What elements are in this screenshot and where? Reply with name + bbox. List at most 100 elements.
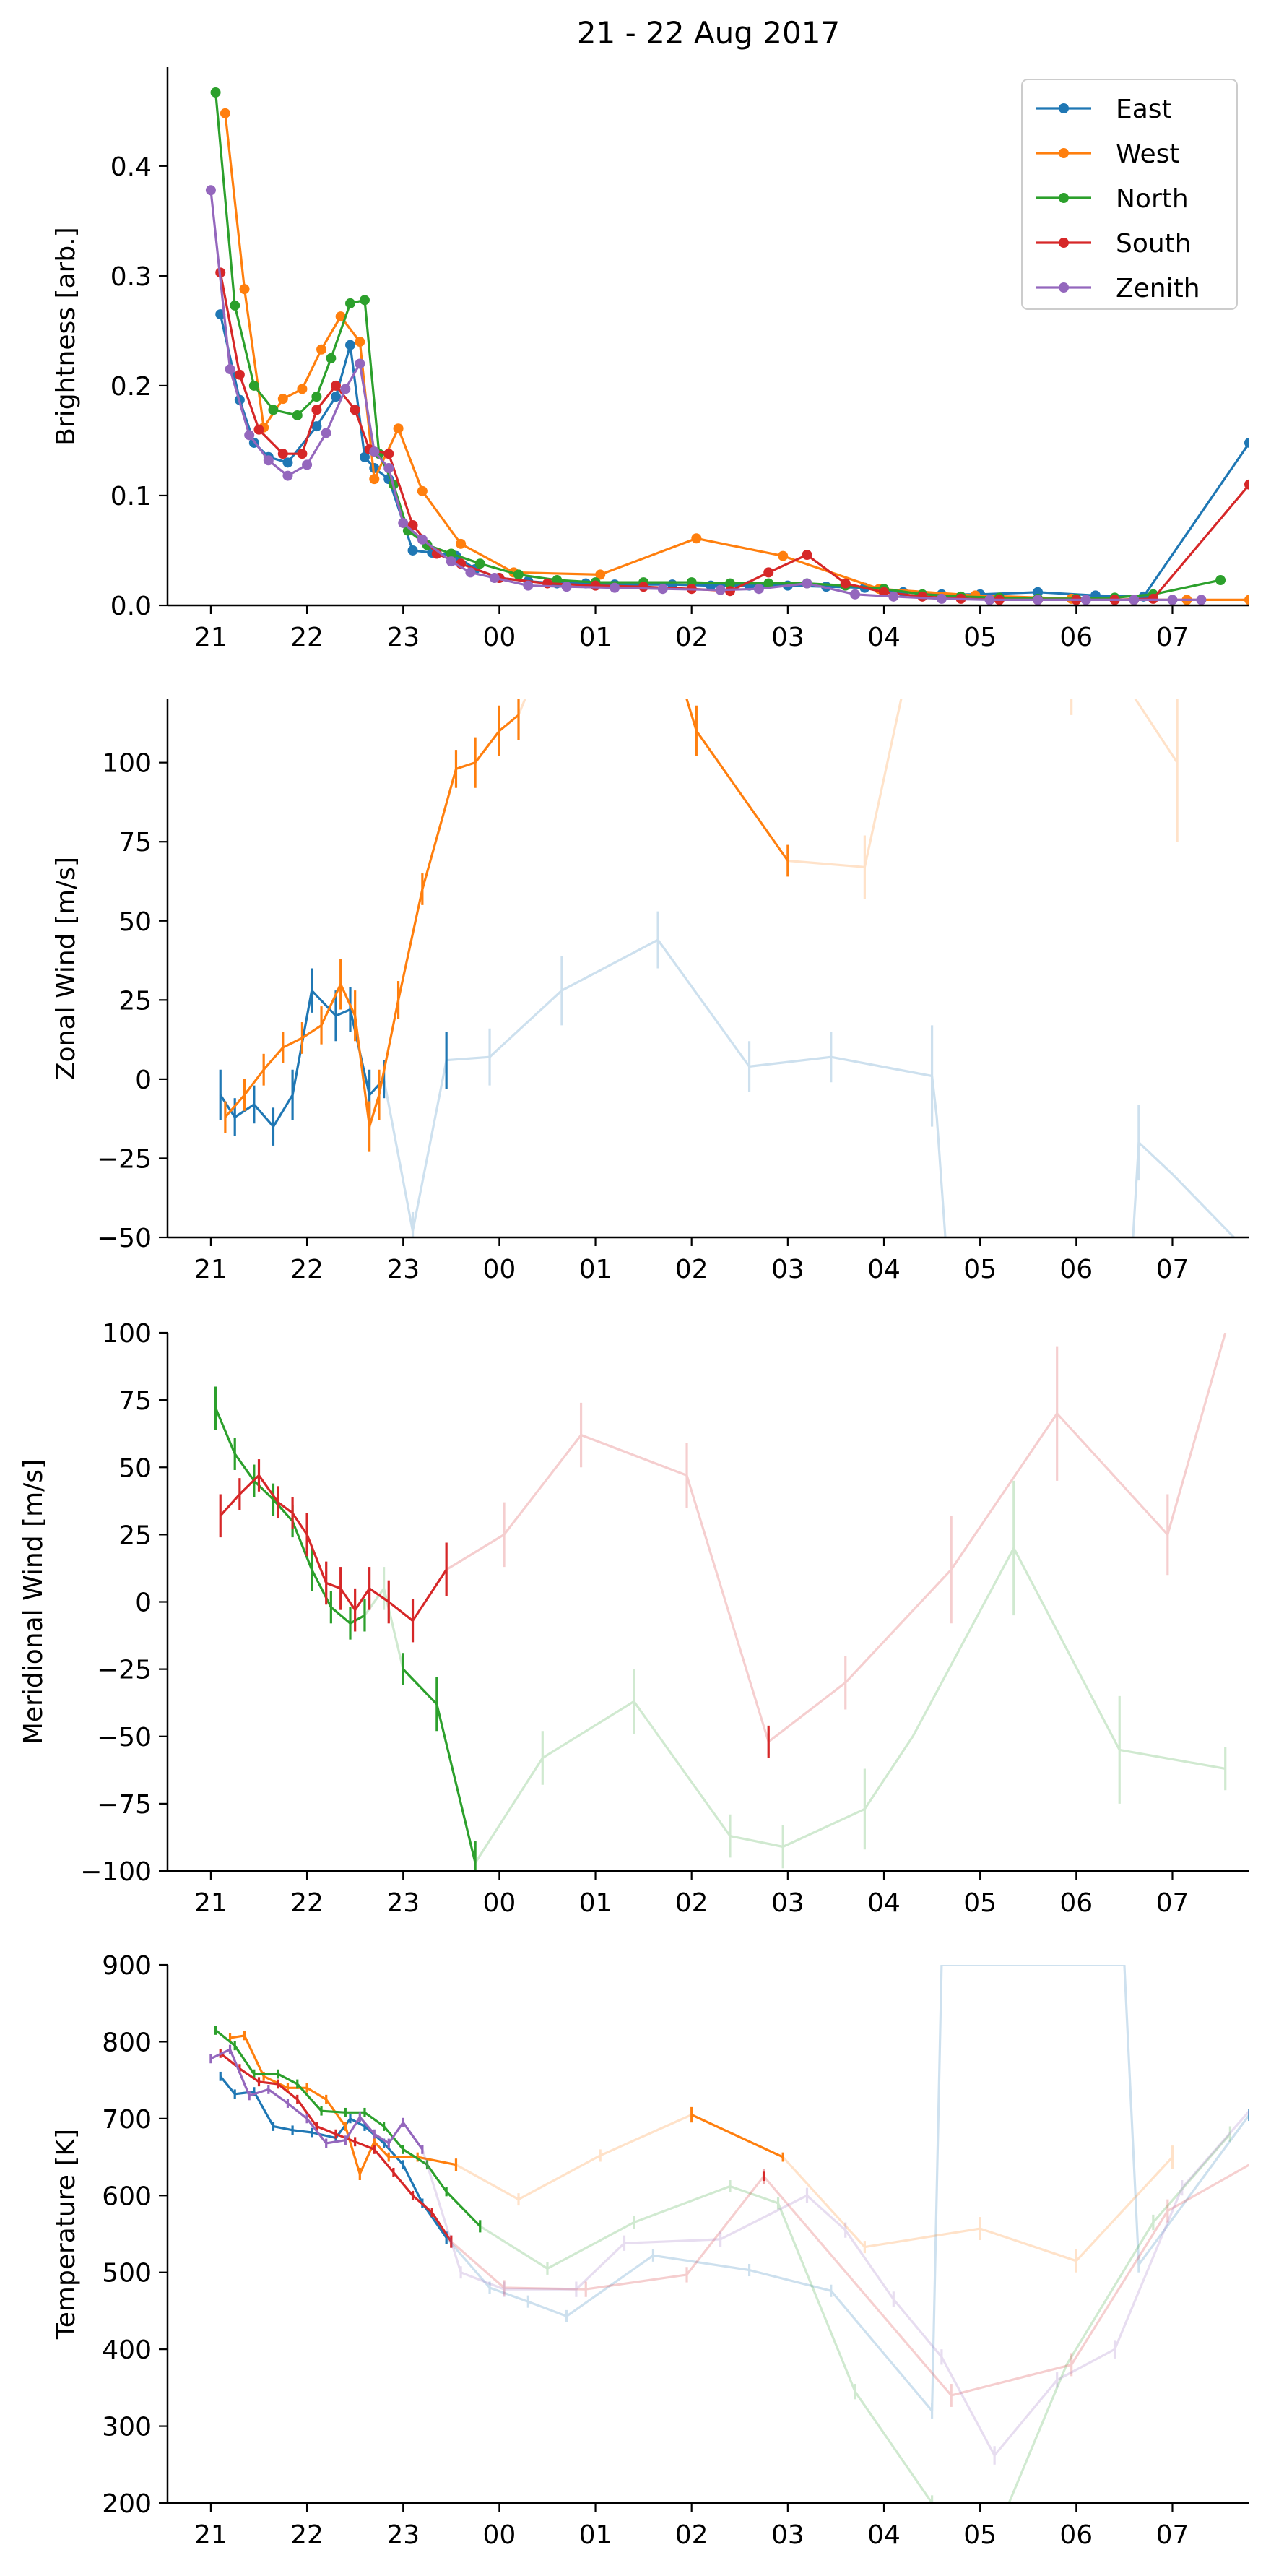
data-point xyxy=(344,340,355,350)
series-line-south xyxy=(450,2175,765,2291)
x-tick-label: 07 xyxy=(1156,1255,1189,1284)
data-point xyxy=(850,589,861,600)
data-point xyxy=(220,108,230,118)
x-tick-label: 21 xyxy=(194,623,227,652)
figure-title: 21 - 22 Aug 2017 xyxy=(577,15,840,51)
y-tick-label: 0 xyxy=(135,1066,152,1095)
x-tick-label: 03 xyxy=(771,1888,804,1918)
data-point xyxy=(369,446,380,457)
series-line-west xyxy=(787,699,903,868)
series-zenith xyxy=(209,2044,424,2154)
data-point xyxy=(595,569,606,580)
data-point xyxy=(239,284,250,295)
series-line-south xyxy=(220,2052,453,2242)
data-point xyxy=(936,593,947,604)
x-tick-label: 04 xyxy=(867,1255,901,1284)
x-tick-label: 06 xyxy=(1059,1255,1093,1284)
x-tick-label: 02 xyxy=(675,2520,708,2550)
data-point xyxy=(802,550,812,561)
series-south xyxy=(762,2164,1249,2407)
series-zenith xyxy=(205,185,1207,605)
y-tick-label: 0.0 xyxy=(110,592,152,621)
x-tick-label: 06 xyxy=(1059,1888,1093,1918)
y-tick-label: 300 xyxy=(102,2413,152,2442)
x-tick-label: 05 xyxy=(963,623,997,652)
series-line-south xyxy=(763,2164,1249,2397)
x-tick-label: 21 xyxy=(194,2520,227,2550)
y-tick-label: 0.2 xyxy=(110,372,152,402)
x-tick-label: 01 xyxy=(579,1255,612,1284)
legend-swatch-marker xyxy=(1059,282,1069,293)
x-tick-label: 03 xyxy=(771,1255,804,1284)
x-tick-label: 23 xyxy=(386,1888,420,1918)
x-tick-label: 05 xyxy=(963,1255,997,1284)
data-point xyxy=(456,538,467,549)
y-tick-label: −100 xyxy=(80,1857,152,1887)
y-tick-label: 25 xyxy=(118,1521,152,1550)
data-point xyxy=(321,428,331,438)
panel-brightness: 0.0 0.1 0.2 0.3 0.4 21 22 23 00 01 02 03 04 05 06 07 Bri… xyxy=(51,67,1249,652)
series-south xyxy=(219,1459,448,1643)
legend-swatch-marker xyxy=(1059,148,1069,158)
x-tick-label: 01 xyxy=(579,2520,612,2550)
y-tick-label: 75 xyxy=(118,828,152,857)
y-tick-label: 500 xyxy=(102,2259,152,2288)
series-west xyxy=(220,108,1249,605)
series-zenith xyxy=(421,2110,1249,2465)
series-west xyxy=(690,2106,784,2162)
plot-area xyxy=(214,1333,1227,1871)
y-tick-label: −25 xyxy=(97,1656,152,1685)
x-tick-label: 07 xyxy=(1156,1888,1189,1918)
data-point xyxy=(984,595,995,605)
data-point xyxy=(513,569,524,580)
legend-entry-east: East xyxy=(1116,95,1172,124)
series-north xyxy=(479,2126,1231,2503)
y-tick-label: 100 xyxy=(102,749,152,779)
data-point xyxy=(277,394,288,405)
series-line-east xyxy=(445,1965,1249,2412)
data-point xyxy=(1033,595,1044,605)
data-point xyxy=(610,582,620,593)
data-point xyxy=(359,295,370,306)
data-point xyxy=(407,545,418,556)
y-tick-label: 900 xyxy=(102,1951,152,1981)
series-east xyxy=(382,911,947,1237)
y-tick-label: 0.1 xyxy=(110,482,152,511)
data-point xyxy=(657,584,668,595)
y-tick-label: 800 xyxy=(102,2028,152,2057)
x-tick-label: 00 xyxy=(482,1255,516,1284)
data-point xyxy=(393,423,404,434)
series-line-west xyxy=(685,699,789,862)
x-tick-label: 07 xyxy=(1156,623,1189,652)
x-tick-label: 00 xyxy=(482,2520,516,2550)
data-point xyxy=(417,534,428,545)
data-point xyxy=(1196,595,1207,605)
x-tick-label: 02 xyxy=(675,623,708,652)
series-west xyxy=(1134,699,1179,842)
y-tick-label: −25 xyxy=(97,1144,152,1174)
series-north xyxy=(214,1386,366,1640)
x-tick-label: 03 xyxy=(771,2520,804,2550)
data-point xyxy=(840,578,851,589)
data-point xyxy=(724,586,735,597)
data-point xyxy=(355,337,365,347)
data-point xyxy=(778,550,789,561)
y-axis-label: Meridional Wind [m/s] xyxy=(19,1459,48,1745)
x-tick-label: 03 xyxy=(771,623,804,652)
y-tick-label: −50 xyxy=(97,1224,152,1253)
x-tick-label: 04 xyxy=(867,1888,901,1918)
y-tick-label: 50 xyxy=(118,907,152,937)
x-tick-label: 02 xyxy=(675,1255,708,1284)
series-line-south xyxy=(446,1333,1227,1743)
x-tick-label: 05 xyxy=(963,1888,997,1918)
series-west xyxy=(224,699,520,1152)
data-point xyxy=(311,405,322,415)
y-tick-label: 0.3 xyxy=(110,262,152,292)
series-north xyxy=(214,2026,482,2233)
data-point xyxy=(297,449,308,459)
data-point xyxy=(326,353,337,363)
series-north xyxy=(474,1480,1227,1871)
plot-area xyxy=(219,699,1236,1237)
data-point xyxy=(359,451,370,462)
data-point xyxy=(263,455,274,466)
